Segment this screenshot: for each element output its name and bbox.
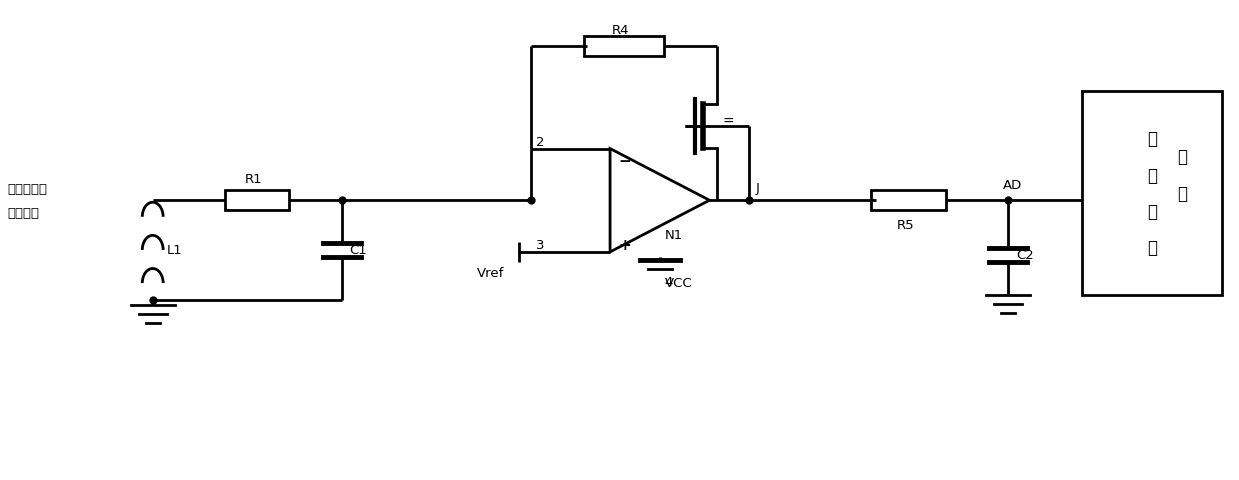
Text: R5: R5 [896, 218, 914, 231]
Text: 电流互感器: 电流互感器 [7, 182, 47, 195]
Text: +: + [618, 238, 631, 252]
Text: N1: N1 [665, 228, 683, 241]
Text: 器: 器 [1147, 239, 1157, 257]
Text: 4: 4 [665, 275, 673, 288]
Text: 处: 处 [1147, 167, 1157, 184]
Text: 2: 2 [536, 135, 545, 148]
Text: AD: AD [1002, 179, 1022, 192]
Text: 3: 3 [536, 239, 545, 252]
Text: Vref: Vref [477, 266, 504, 279]
Bar [1083, 92, 1222, 295]
Text: 微: 微 [1147, 130, 1157, 148]
Bar [224, 191, 290, 211]
Text: L1: L1 [166, 244, 182, 257]
Text: C2: C2 [1017, 249, 1035, 262]
Bar [871, 191, 945, 211]
Text: C1: C1 [349, 244, 367, 257]
Text: 二次线圈: 二次线圈 [7, 206, 40, 219]
Bar [585, 37, 664, 57]
Text: 理: 理 [1147, 202, 1157, 220]
Text: 路: 路 [1177, 184, 1187, 203]
Text: J: J [756, 182, 760, 195]
Text: =: = [722, 114, 733, 129]
Text: R1: R1 [245, 173, 263, 186]
Text: VCC: VCC [665, 276, 693, 289]
Text: −: − [618, 154, 631, 169]
Text: R4: R4 [612, 24, 629, 37]
Text: 电: 电 [1177, 148, 1187, 166]
